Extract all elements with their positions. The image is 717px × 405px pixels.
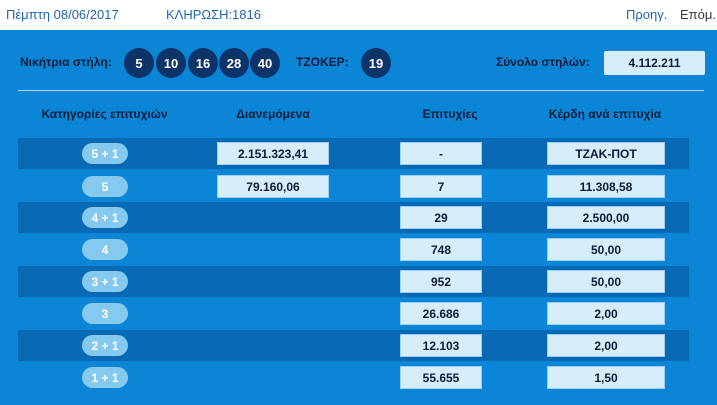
category-pill: 5 + 1 [82, 143, 128, 164]
table-row: 4 + 1 29 2.500,00 [18, 202, 689, 233]
category-pill: 2 + 1 [82, 335, 128, 356]
category-pill: 5 [82, 176, 128, 197]
top-bar: Πέμπτη 08/06/2017 ΚΛΗΡΩΣΗ: 1816 Προηγ. Ε… [0, 0, 717, 30]
draw-label: ΚΛΗΡΩΣΗ: [166, 7, 233, 22]
prize-cell: 2,00 [547, 334, 665, 357]
winners-cell: 748 [400, 238, 482, 261]
winning-number-ball: 5 [124, 48, 154, 78]
prize-cell: 2,00 [547, 302, 665, 325]
table-row: 1 + 1 55.655 1,50 [18, 362, 689, 393]
table-row: 3 26.686 2,00 [18, 298, 689, 329]
category-pill: 3 [82, 303, 128, 324]
prize-cell: 50,00 [547, 238, 665, 261]
winning-number-ball: 10 [156, 48, 186, 78]
column-header-prize-per-winner: Κέρδη ανά επιτυχία [548, 107, 662, 121]
draw-number: 1816 [232, 7, 261, 22]
winning-column-label: Νικήτρια στήλη: [20, 55, 112, 69]
joker-ball: 19 [361, 48, 391, 78]
results-panel: Νικήτρια στήλη: 5 10 16 28 40 ΤΖΟΚΕΡ: 19… [0, 30, 717, 405]
winning-number-ball: 28 [219, 48, 249, 78]
prize-cell: 2.500,00 [547, 206, 665, 229]
winning-row: Νικήτρια στήλη: 5 10 16 28 40 ΤΖΟΚΕΡ: 19… [0, 48, 717, 78]
category-pill: 1 + 1 [82, 367, 128, 388]
winners-cell: - [400, 142, 482, 165]
prize-cell: ΤΖΑΚ-ΠΟΤ [547, 142, 665, 165]
table-row: 2 + 1 12.103 2,00 [18, 330, 689, 361]
previous-draw-link[interactable]: Προηγ. [626, 7, 668, 22]
winning-number-ball: 16 [188, 48, 218, 78]
winners-cell: 7 [400, 175, 482, 198]
winning-number-ball: 40 [250, 48, 280, 78]
winners-cell: 12.103 [400, 334, 482, 357]
category-pill: 4 [82, 239, 128, 260]
distributed-cell: 79.160,06 [217, 175, 329, 198]
table-row: 5 79.160,06 7 11.308,58 [18, 171, 689, 202]
next-draw-link[interactable]: Επόμ. [680, 7, 716, 22]
category-pill: 3 + 1 [82, 271, 128, 292]
prize-cell: 50,00 [547, 270, 665, 293]
total-columns-label: Σύνολο στηλών: [496, 55, 590, 69]
column-header-categories: Κατηγορίες επιτυχιών [41, 107, 168, 121]
winners-cell: 26.686 [400, 302, 482, 325]
winners-cell: 29 [400, 206, 482, 229]
column-header-distributed: Διανεμόμενα [236, 107, 310, 121]
draw-date: Πέμπτη 08/06/2017 [6, 7, 119, 22]
total-columns-value: 4.112.211 [604, 51, 705, 75]
divider [18, 90, 704, 91]
table-row: 4 748 50,00 [18, 234, 689, 265]
winners-cell: 952 [400, 270, 482, 293]
winners-cell: 55.655 [400, 366, 482, 389]
joker-label: ΤΖΟΚΕΡ: [296, 55, 349, 69]
column-header-winners: Επιτυχίες [422, 107, 478, 121]
table-row: 3 + 1 952 50,00 [18, 266, 689, 297]
category-pill: 4 + 1 [82, 207, 128, 228]
prize-cell: 11.308,58 [547, 175, 665, 198]
prize-cell: 1,50 [547, 366, 665, 389]
table-row: 5 + 1 2.151.323,41 - ΤΖΑΚ-ΠΟΤ [18, 138, 689, 169]
distributed-cell: 2.151.323,41 [217, 142, 329, 165]
